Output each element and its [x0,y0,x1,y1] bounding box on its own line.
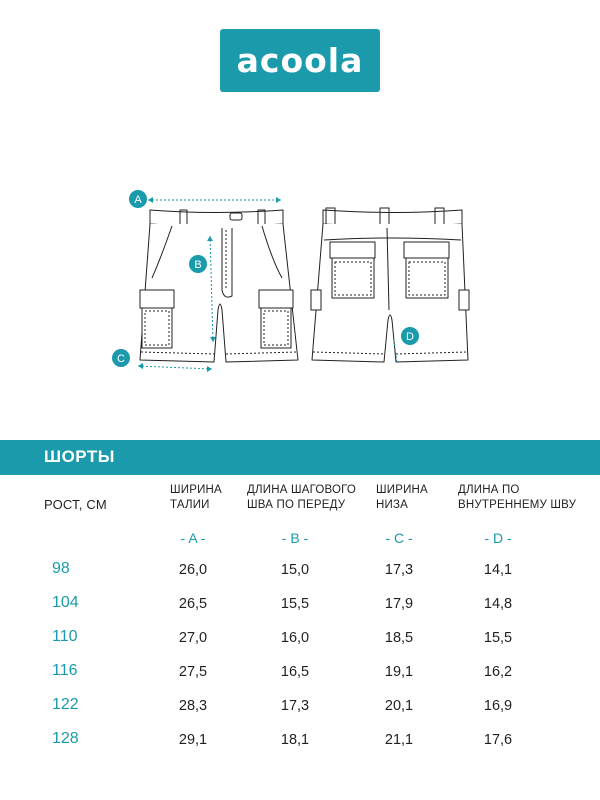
table-cell: 16,0 [280,630,310,646]
table-cell: 18,1 [280,732,310,748]
column-header-line: ДЛИНА ШАГОВОГО [247,484,357,496]
table-cell: 17,9 [384,596,414,612]
table-cell: 16,9 [483,698,513,714]
column-code-c: - C - [385,530,413,546]
row-height-110: 110 [52,628,78,645]
marker-b: B [189,255,207,273]
table-cell: 20,1 [384,698,414,714]
table-cell: 14,8 [483,596,513,612]
table-cell: 26,5 [178,596,208,612]
table-cell: 15,5 [483,630,513,646]
column-header-line: ШИРИНА [170,484,222,496]
shorts-back-view [310,207,470,363]
column-header-line: ШВА ПО ПЕРЕДУ [247,499,346,511]
table-cell: 17,3 [384,562,414,578]
column-header-front-rise: ДЛИНА ШАГОВОГО ШВА ПО ПЕРЕДУ [247,483,356,513]
svg-text:D: D [406,331,414,343]
table-cell: 18,5 [384,630,414,646]
column-header-line: ДЛИНА ПО [458,484,520,496]
table-cell: 21,1 [384,732,414,748]
section-title: ШОРТЫ [44,447,115,466]
table-cell: 17,6 [483,732,513,748]
table-cell: 27,0 [178,630,208,646]
marker-d: D [401,327,419,345]
column-header-waist: ШИРИНА ТАЛИИ [170,483,222,513]
table-cell: 27,5 [178,664,208,680]
column-header-line: НИЗА [376,499,408,511]
column-code-b: - B - [281,530,309,546]
shorts-technical-drawing: A B C D [112,190,470,372]
marker-c: C [112,349,130,367]
table-cell: 16,2 [483,664,513,680]
svg-text:B: B [194,259,201,271]
table-cell: 28,3 [178,698,208,714]
table-cell: 16,5 [280,664,310,680]
column-header-line: ТАЛИИ [170,499,210,511]
shorts-front-view [139,209,299,363]
column-header-hem: ШИРИНА НИЗА [376,483,428,513]
row-height-116: 116 [52,662,78,679]
row-height-128: 128 [52,730,79,747]
row-height-122: 122 [52,696,79,713]
column-code-a: - A - [180,530,206,546]
marker-a: A [129,190,147,208]
section-band: ШОРТЫ [0,440,600,475]
column-header-line: ВНУТРЕННЕМУ ШВУ [458,499,577,511]
brand-logo: acoola [220,29,380,92]
table-cell: 26,0 [178,562,208,578]
brand-logo-text: acoola [236,41,364,80]
table-cell: 14,1 [483,562,513,578]
table-cell: 15,0 [280,562,310,578]
height-column-header: РОСТ, СМ [44,497,107,512]
svg-text:C: C [117,353,125,365]
table-cell: 15,5 [280,596,310,612]
column-header-inseam: ДЛИНА ПО ВНУТРЕННЕМУ ШВУ [458,483,576,513]
table-cell: 17,3 [280,698,310,714]
column-header-line: ШИРИНА [376,484,428,496]
row-height-98: 98 [52,560,70,577]
svg-text:A: A [134,194,142,206]
column-code-d: - D - [484,530,512,546]
row-height-104: 104 [52,594,79,611]
table-cell: 19,1 [384,664,414,680]
table-cell: 29,1 [178,732,208,748]
